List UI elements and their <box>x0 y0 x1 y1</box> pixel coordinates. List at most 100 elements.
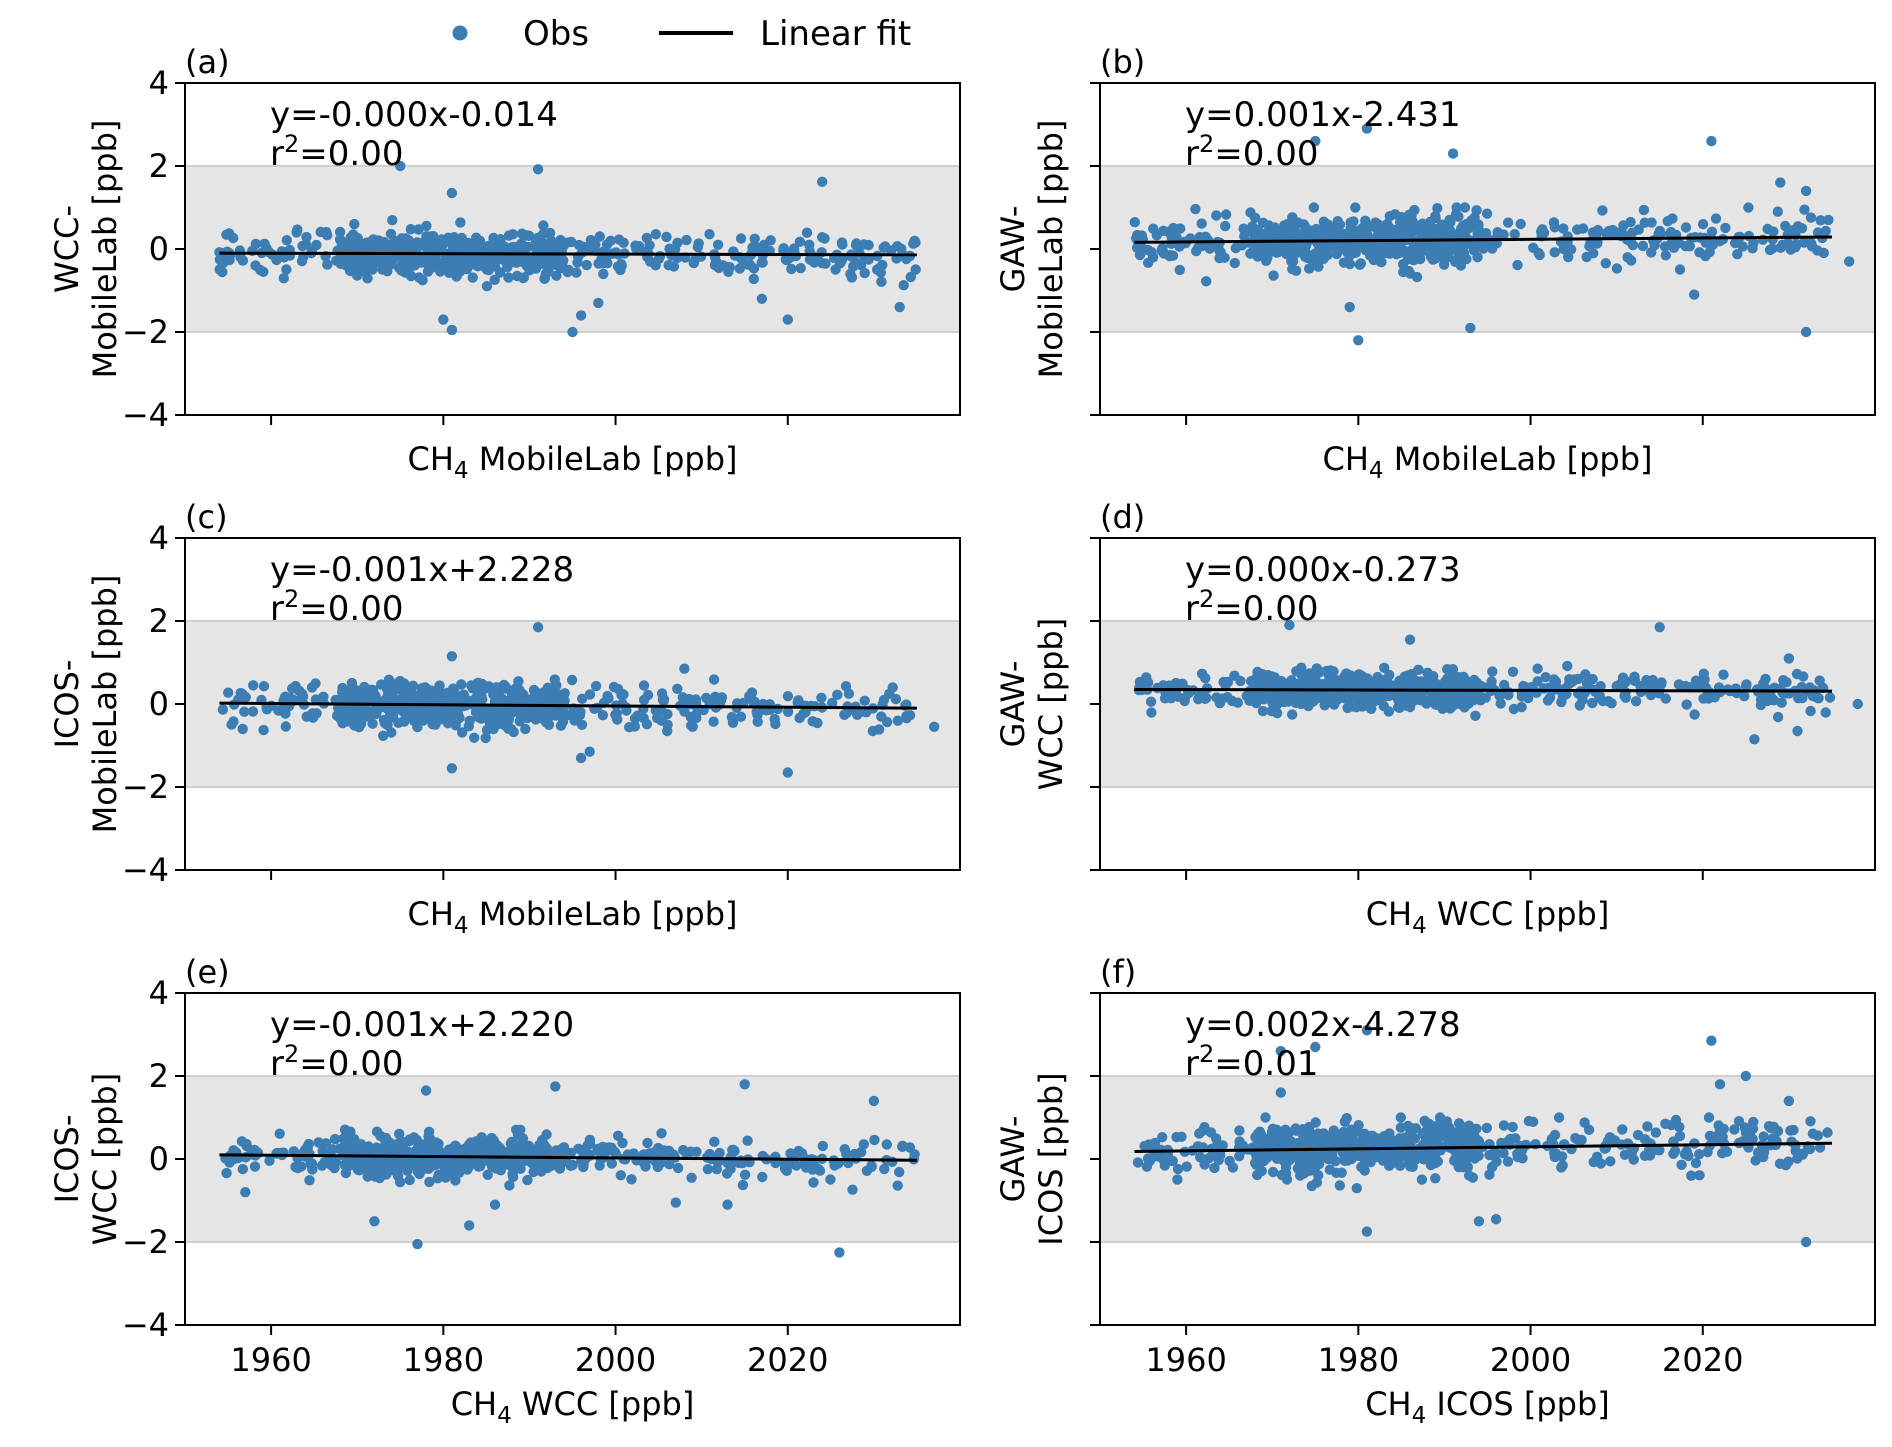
obs-point <box>419 682 431 693</box>
obs-point <box>688 257 699 269</box>
obs-point <box>464 715 475 726</box>
obs-point <box>1630 696 1642 707</box>
obs-point <box>852 709 863 720</box>
obs-point <box>1237 1140 1249 1151</box>
obs-point <box>214 254 226 265</box>
obs-point <box>1491 1148 1502 1159</box>
obs-point <box>1213 1154 1224 1166</box>
obs-point <box>1260 255 1272 266</box>
obs-point <box>845 268 856 280</box>
obs-point <box>1813 693 1824 704</box>
obs-point <box>419 1163 430 1174</box>
obs-point <box>1743 202 1754 213</box>
obs-point <box>538 220 549 231</box>
obs-point <box>1304 263 1315 274</box>
obs-point <box>1604 229 1616 240</box>
obs-point <box>1267 1166 1279 1178</box>
obs-point <box>445 706 456 717</box>
obs-point <box>1788 1124 1799 1136</box>
obs-point <box>909 1149 920 1160</box>
obs-point <box>536 713 547 724</box>
obs-point <box>1407 244 1418 255</box>
obs-point <box>1143 1139 1155 1150</box>
obs-point <box>663 1145 675 1157</box>
obs-point <box>1327 1148 1338 1160</box>
obs-point <box>1287 212 1298 223</box>
obs-point <box>1792 1153 1803 1164</box>
obs-point <box>1812 245 1823 256</box>
obs-point <box>1290 1123 1301 1134</box>
obs-point <box>1760 673 1771 685</box>
obs-point <box>1351 702 1362 713</box>
obs-point <box>1167 1155 1178 1167</box>
obs-point <box>1174 241 1185 252</box>
obs-point <box>1516 691 1528 702</box>
obs-point <box>481 724 493 736</box>
obs-point <box>1611 263 1623 274</box>
obs-point <box>1633 224 1644 235</box>
obs-point <box>1515 218 1526 230</box>
y-axis-label-line2: MobileLab [ppb] <box>86 120 124 379</box>
obs-point <box>1654 622 1665 633</box>
obs-point <box>226 1154 237 1165</box>
obs-point <box>450 1140 461 1151</box>
obs-point <box>584 689 596 700</box>
x-tick-label: 1960 <box>1145 1341 1226 1379</box>
obs-point <box>551 270 562 281</box>
obs-point <box>704 229 715 240</box>
obs-point <box>1492 230 1504 241</box>
obs-point <box>1271 1153 1283 1164</box>
obs-point <box>1472 226 1483 237</box>
obs-point <box>1157 1132 1168 1143</box>
obs-point <box>409 715 420 727</box>
obs-point <box>672 237 683 248</box>
obs-point <box>1394 1133 1406 1144</box>
obs-point <box>1486 676 1497 687</box>
obs-point <box>305 1158 316 1170</box>
obs-point <box>1668 1148 1679 1160</box>
obs-point <box>624 722 635 733</box>
obs-point <box>1306 1180 1318 1192</box>
obs-point <box>1731 687 1742 699</box>
obs-point <box>1147 252 1159 263</box>
obs-point <box>1689 709 1700 720</box>
obs-point <box>1758 1131 1769 1142</box>
obs-point <box>258 724 269 736</box>
obs-point <box>861 1165 873 1177</box>
obs-point <box>1384 211 1396 222</box>
obs-point <box>1190 203 1201 215</box>
obs-point <box>1411 271 1423 283</box>
legend-obs-label: Obs <box>523 14 589 54</box>
obs-point <box>794 712 805 724</box>
obs-point <box>1211 210 1222 221</box>
obs-point <box>518 272 529 284</box>
obs-point <box>1158 680 1169 691</box>
obs-point <box>1680 680 1691 692</box>
obs-point <box>1255 1129 1267 1140</box>
obs-point <box>1714 1079 1726 1090</box>
y-tick-label: 4 <box>149 64 169 102</box>
obs-point <box>1249 212 1261 223</box>
obs-point <box>657 694 669 705</box>
obs-point <box>322 259 333 270</box>
obs-point <box>817 258 828 269</box>
obs-point <box>1410 689 1421 700</box>
obs-point <box>594 231 605 242</box>
obs-point <box>742 1135 753 1146</box>
obs-point <box>770 718 781 730</box>
obs-point <box>711 1164 722 1175</box>
obs-point <box>517 1133 529 1144</box>
obs-point <box>223 687 234 698</box>
obs-point <box>615 264 626 276</box>
obs-point <box>464 1220 475 1231</box>
x-axis-label: CH4 MobileLab [ppb] <box>407 895 737 939</box>
obs-point <box>1737 241 1749 252</box>
obs-point <box>598 268 609 280</box>
obs-point <box>1383 706 1395 717</box>
obs-point <box>221 229 232 240</box>
obs-point <box>829 1160 840 1171</box>
obs-point <box>1710 213 1722 224</box>
obs-point <box>1281 1174 1293 1185</box>
obs-point <box>1698 693 1709 704</box>
